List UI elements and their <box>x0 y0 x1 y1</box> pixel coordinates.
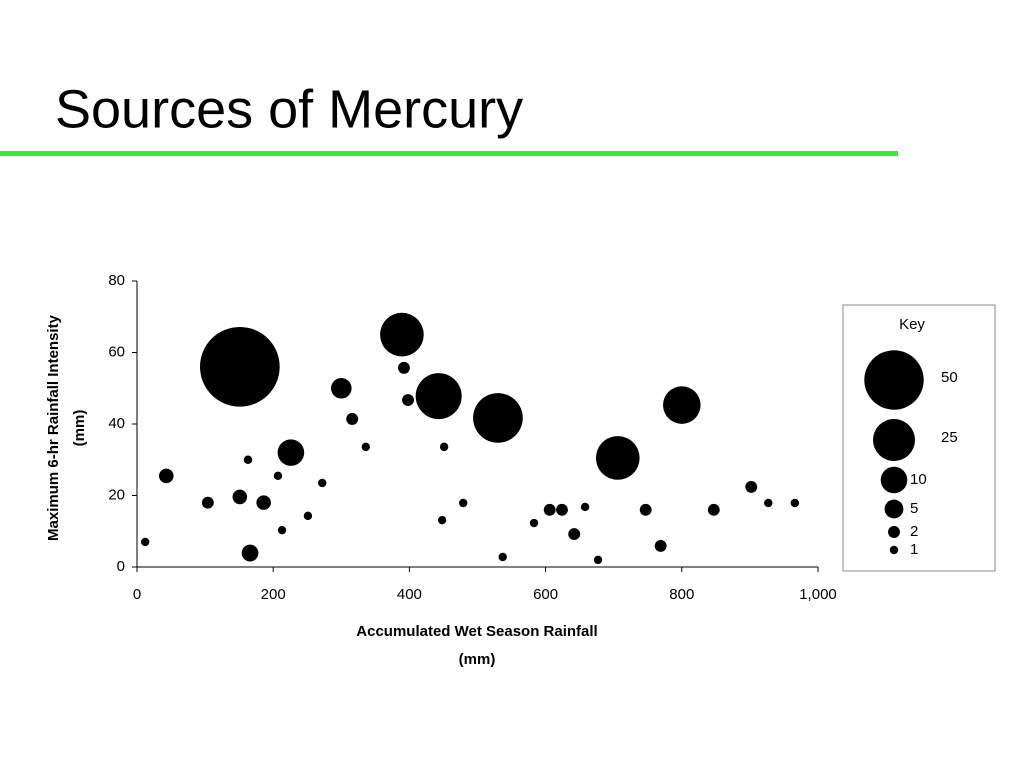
x-tick-label: 600 <box>533 586 558 603</box>
bubble <box>402 394 414 406</box>
y-axis-label: (mm) <box>71 410 88 447</box>
y-tick-label: 0 <box>117 558 125 575</box>
legend-label: 10 <box>910 471 927 488</box>
bubble <box>458 498 468 508</box>
legend-label: 50 <box>941 369 958 386</box>
bubble <box>639 503 652 516</box>
bubble <box>346 413 359 425</box>
x-axis-label: (mm) <box>459 651 496 668</box>
bubble <box>159 468 174 484</box>
bubble <box>498 552 507 562</box>
bubble <box>318 478 327 488</box>
y-tick-label: 80 <box>108 272 125 289</box>
bubble <box>331 377 352 399</box>
legend-label: 5 <box>910 500 918 517</box>
bubble <box>140 537 150 547</box>
legend-label: 1 <box>910 541 918 558</box>
y-tick-label: 60 <box>108 343 125 360</box>
y-tick-label: 20 <box>108 486 125 503</box>
bubble <box>277 525 287 535</box>
x-axis-label: Accumulated Wet Season Rainfall <box>356 623 597 640</box>
legend-bubble <box>864 350 924 410</box>
bubble <box>380 312 424 357</box>
bubble <box>745 480 758 493</box>
bubble <box>241 544 259 562</box>
legend-label: 25 <box>941 429 958 446</box>
bubble <box>437 515 447 525</box>
slide-title: Sources of Mercury <box>55 79 523 139</box>
legend-bubble <box>888 526 900 538</box>
x-tick-label: 800 <box>669 586 694 603</box>
bubble <box>529 518 539 528</box>
bubble <box>790 498 800 508</box>
bubble <box>764 498 773 508</box>
bubble <box>556 503 568 516</box>
bubble <box>201 496 214 509</box>
legend-title: Key <box>899 316 925 333</box>
bubble <box>256 495 271 510</box>
bubble <box>439 442 449 452</box>
legend-box <box>842 304 996 572</box>
x-tick-label: 200 <box>261 586 286 603</box>
bubble <box>473 393 523 443</box>
bubble <box>415 373 462 420</box>
bubble <box>580 502 590 512</box>
bubble <box>243 455 253 464</box>
x-tick-label: 0 <box>133 586 141 603</box>
y-tick-label: 40 <box>108 415 125 432</box>
bubble <box>303 511 313 521</box>
title-underline <box>0 151 898 156</box>
bubble <box>595 436 640 480</box>
bubble <box>654 539 667 552</box>
bubble <box>232 489 248 505</box>
bubble <box>593 555 603 565</box>
bubble <box>277 439 305 466</box>
bubble <box>273 471 283 481</box>
bubble <box>398 361 410 374</box>
legend-bubble <box>880 466 908 494</box>
bubble <box>568 528 581 541</box>
legend-bubble <box>889 545 899 555</box>
legend-bubble <box>884 499 904 519</box>
bubble <box>663 386 701 424</box>
legend-label: 2 <box>910 523 918 540</box>
bubble <box>543 503 556 516</box>
x-tick-label: 400 <box>397 586 422 603</box>
bubble <box>199 326 280 407</box>
legend-bubble <box>873 419 915 461</box>
y-axis-label: Maximum 6-hr Rainfall Intensity <box>45 314 62 541</box>
bubble <box>361 442 371 452</box>
x-tick-label: 1,000 <box>799 586 837 603</box>
bubble <box>707 503 720 516</box>
